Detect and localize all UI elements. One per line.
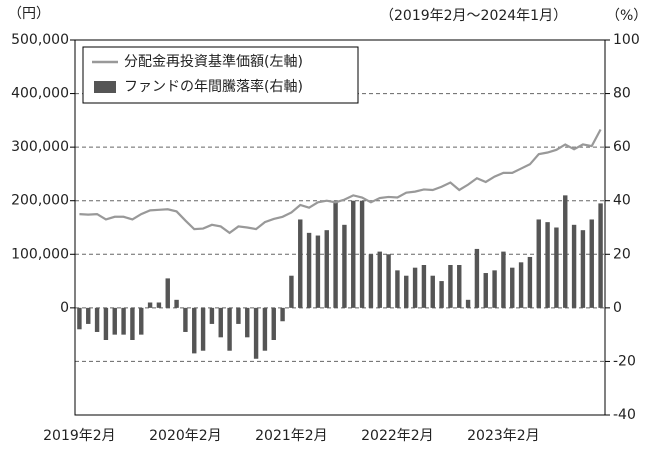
bar bbox=[554, 227, 559, 308]
bar bbox=[474, 248, 480, 308]
bar bbox=[589, 219, 594, 308]
y-tick-label: 500,000 bbox=[11, 32, 69, 48]
bar bbox=[386, 254, 391, 308]
bar bbox=[465, 299, 471, 308]
bar bbox=[439, 281, 444, 308]
y2-tick-label: 20 bbox=[613, 246, 631, 262]
y2-tick-label: 100 bbox=[613, 32, 640, 48]
bar bbox=[510, 267, 515, 308]
bar bbox=[324, 230, 329, 308]
bar bbox=[253, 307, 259, 359]
y-unit: （円） bbox=[8, 6, 50, 22]
bar bbox=[94, 307, 100, 332]
bar bbox=[236, 307, 241, 324]
bar bbox=[563, 195, 568, 308]
bar bbox=[333, 200, 338, 308]
legend-swatch bbox=[94, 81, 116, 93]
x-tick-label: 2021年2月 bbox=[255, 428, 328, 444]
bar bbox=[580, 230, 586, 308]
bar bbox=[209, 307, 215, 324]
legend-label: 分配金再投資基準価額(左軸) bbox=[124, 53, 303, 70]
bar bbox=[351, 200, 356, 308]
bar bbox=[147, 302, 153, 308]
period: （2019年2月～2024年1月） bbox=[380, 8, 567, 24]
y2-tick-label: 60 bbox=[613, 139, 631, 155]
bar bbox=[306, 232, 312, 308]
y-tick-label: 0 bbox=[60, 300, 69, 316]
bar bbox=[527, 256, 533, 308]
x-tick-label: 2019年2月 bbox=[43, 428, 116, 444]
bar bbox=[130, 307, 135, 340]
y2-unit: （%） bbox=[606, 8, 647, 24]
bar bbox=[121, 307, 126, 335]
bar bbox=[377, 251, 382, 308]
bar bbox=[192, 307, 197, 354]
bar bbox=[112, 307, 117, 335]
bar bbox=[501, 251, 506, 308]
bar bbox=[227, 307, 232, 351]
bar bbox=[404, 275, 409, 308]
plot-frame bbox=[74, 39, 606, 416]
bar bbox=[395, 270, 400, 308]
bar bbox=[492, 270, 497, 308]
bar bbox=[536, 219, 541, 308]
bar bbox=[262, 307, 268, 351]
y-tick-label: 400,000 bbox=[11, 86, 69, 102]
bar bbox=[518, 262, 524, 308]
bar bbox=[77, 307, 82, 330]
y2-tick-label: 80 bbox=[613, 86, 631, 102]
bar bbox=[448, 265, 453, 308]
x-tick-label: 2020年2月 bbox=[149, 428, 222, 444]
bar bbox=[218, 307, 223, 338]
bar bbox=[545, 222, 550, 308]
bar bbox=[156, 302, 162, 308]
bar bbox=[86, 307, 91, 324]
bar bbox=[430, 275, 435, 308]
y2-tick-label: 0 bbox=[613, 300, 622, 316]
bar bbox=[280, 307, 285, 322]
bar bbox=[183, 307, 188, 332]
x-tick-label: 2023年2月 bbox=[467, 428, 540, 444]
bar bbox=[598, 203, 603, 308]
bar bbox=[483, 273, 488, 308]
legend-box bbox=[82, 46, 359, 104]
y-tick-label: 300,000 bbox=[11, 139, 69, 155]
bar bbox=[342, 224, 347, 308]
bar bbox=[174, 299, 179, 308]
y2-tick-label: -40 bbox=[613, 407, 636, 423]
y2-tick-label: -20 bbox=[613, 353, 636, 369]
bar bbox=[165, 278, 170, 308]
line bbox=[79, 128, 602, 235]
bar bbox=[359, 200, 365, 308]
bar bbox=[368, 254, 374, 308]
y-tick-label: 200,000 bbox=[11, 193, 69, 209]
bar bbox=[139, 307, 144, 335]
x-tick-label: 2022年2月 bbox=[361, 428, 434, 444]
bar bbox=[412, 267, 418, 308]
legend-label: ファンドの年間騰落率(右軸) bbox=[124, 78, 303, 95]
bar bbox=[571, 224, 577, 308]
bar bbox=[200, 307, 206, 351]
y-tick-label: 100,000 bbox=[11, 246, 69, 262]
bar bbox=[289, 275, 294, 308]
bar bbox=[103, 307, 109, 340]
bar bbox=[298, 219, 303, 308]
bar bbox=[315, 235, 321, 308]
bar bbox=[271, 307, 276, 340]
y2-tick-label: 40 bbox=[613, 193, 631, 209]
bar bbox=[457, 265, 462, 308]
bar bbox=[421, 265, 427, 308]
bar bbox=[245, 307, 250, 338]
